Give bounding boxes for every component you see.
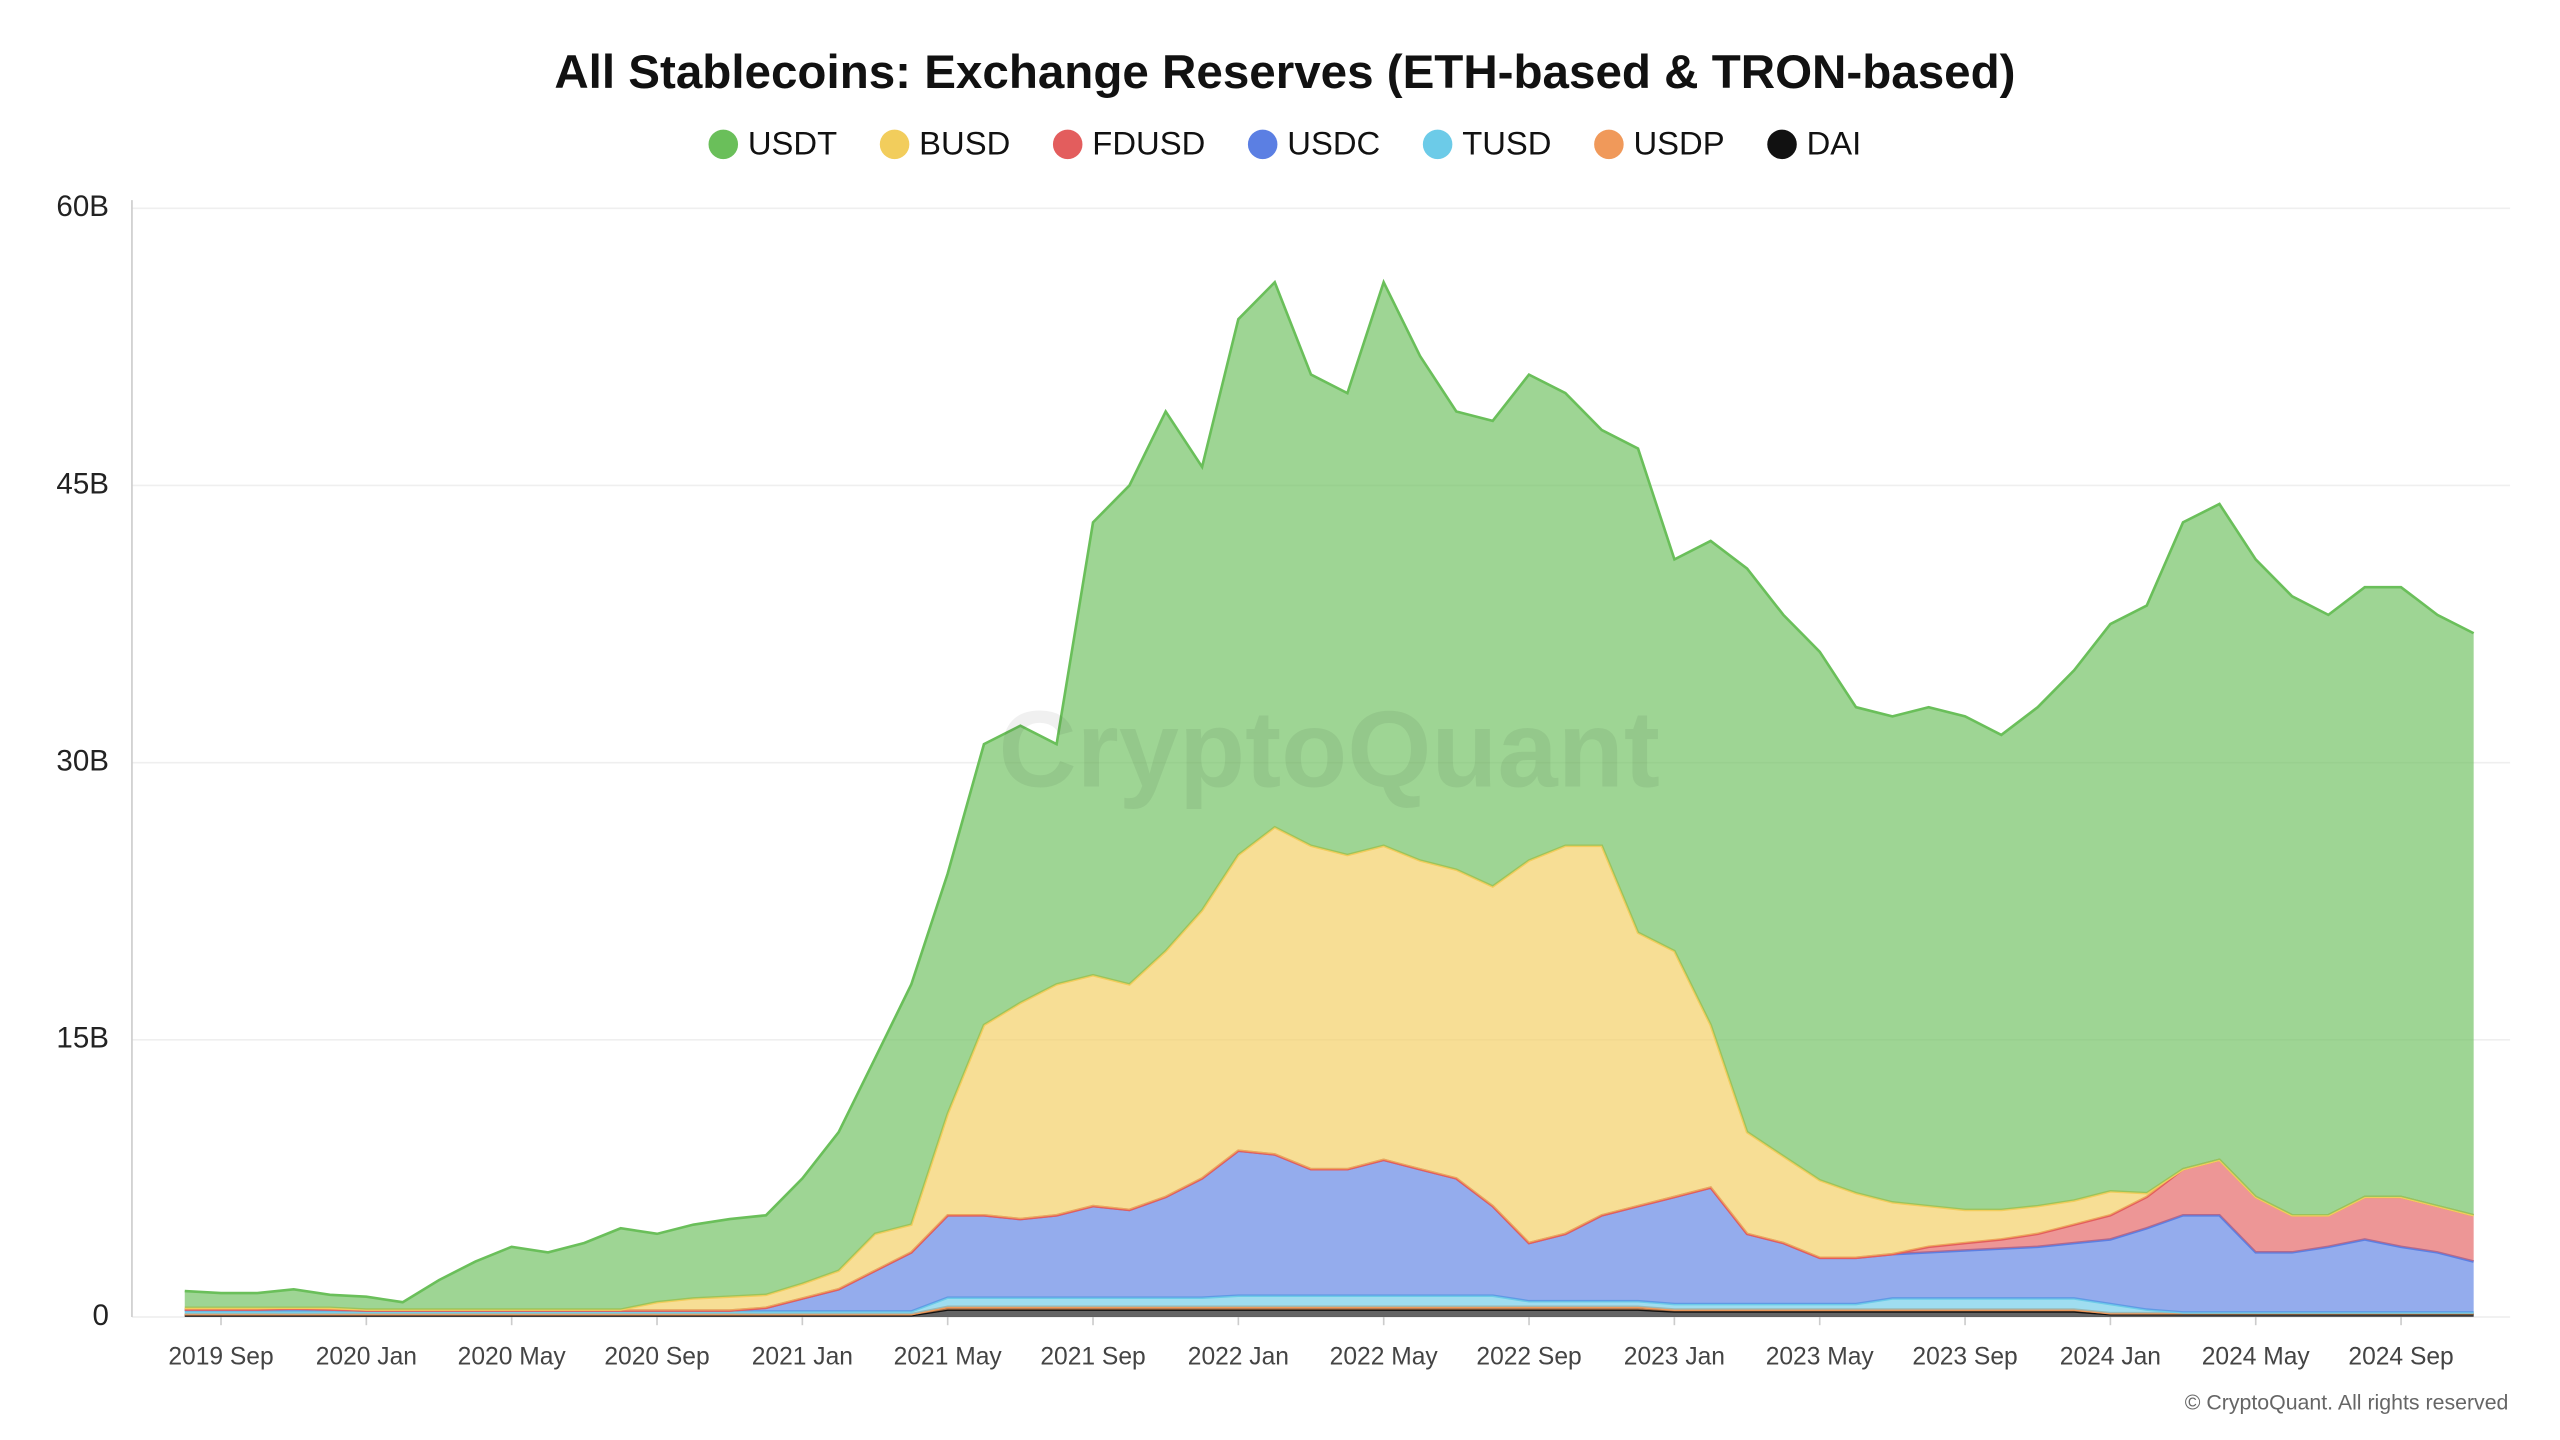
chart-title: All Stablecoins: Exchange Reserves (ETH-… (554, 46, 2015, 99)
x-tick-label: 2022 Jan (1188, 1343, 1289, 1370)
x-tick-label: 2023 Jan (1624, 1343, 1725, 1370)
footer: © CryptoQuant. All rights reserved (2185, 1391, 2509, 1415)
x-tick-label: 2019 Sep (168, 1343, 273, 1370)
legend-marker (1422, 129, 1453, 160)
area (184, 827, 2474, 1311)
legend-item: TUSD (1422, 125, 1551, 162)
x-tick-label: 2024 Sep (2348, 1343, 2453, 1370)
legend-label: USDT (748, 125, 837, 162)
legend-item: USDT (708, 125, 837, 162)
x-tick-label: 2024 Jan (2060, 1343, 2161, 1370)
legend-label: USDP (1634, 125, 1725, 162)
legend-label: TUSD (1462, 125, 1551, 162)
x-tick-label: 2021 Sep (1040, 1343, 1145, 1370)
legend-item: USDC (1247, 125, 1380, 162)
legend-marker (1052, 129, 1083, 160)
x-tick-label: 2024 May (2202, 1343, 2311, 1370)
x-tick-label: 2021 Jan (752, 1343, 853, 1370)
x-tick-label: 2023 Sep (1912, 1343, 2017, 1370)
legend: USDT BUSD FDUSD USDC TUSD USDP DAI (708, 125, 1861, 162)
area (184, 282, 2474, 1310)
y-tick-label: 30B (56, 744, 109, 777)
axes: 0 15B 30B 45B 60B 2019 Sep 2020 Jan 2020 May 202… (56, 190, 2453, 1370)
legend-marker (1767, 129, 1797, 160)
areas (184, 278, 2475, 1317)
legend-label: BUSD (919, 125, 1010, 162)
legend-item: USDP (1594, 125, 1725, 162)
legend-marker (1247, 129, 1278, 160)
x-tick-label: 2020 Jan (316, 1343, 417, 1370)
y-tick-label: 60B (56, 190, 109, 223)
legend-label: USDC (1287, 125, 1380, 162)
legend-label: DAI (1807, 125, 1862, 162)
x-tick-label: 2020 Sep (604, 1343, 709, 1370)
area (184, 1295, 2474, 1315)
y-tick-label: 15B (56, 1022, 109, 1055)
legend-item: DAI (1767, 125, 1861, 162)
area-line (184, 278, 2475, 1304)
x-tick-label: 2022 Sep (1476, 1343, 1581, 1370)
x-tick-label: 2020 May (458, 1343, 567, 1370)
watermark: CryptoQuant (998, 688, 1659, 809)
legend-label: FDUSD (1092, 125, 1205, 162)
legend-item: BUSD (879, 125, 1010, 162)
y-tick-label: 0 (93, 1299, 109, 1332)
area (184, 1150, 2474, 1313)
x-tick-label: 2022 May (1330, 1343, 1439, 1370)
legend-marker (708, 129, 739, 160)
x-tick-label: 2023 May (1766, 1343, 1875, 1370)
legend-marker (1594, 129, 1624, 160)
x-tick-label: 2021 May (894, 1343, 1003, 1370)
legend-marker (879, 129, 910, 160)
legend-item: FDUSD (1052, 125, 1205, 162)
y-tick-label: 45B (56, 467, 109, 500)
